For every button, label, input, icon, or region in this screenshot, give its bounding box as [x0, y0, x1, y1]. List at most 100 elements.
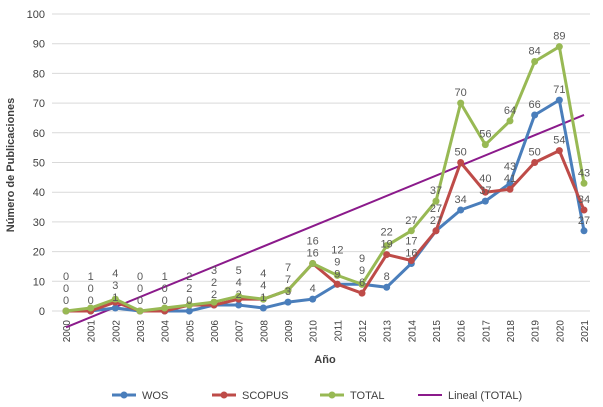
y-tick-label: 40 [33, 187, 45, 199]
data-label-scopus: 0 [88, 283, 94, 295]
x-tick-label: 2006 [210, 320, 221, 343]
x-tick-label: 2001 [87, 320, 98, 343]
data-label-total: 89 [553, 31, 565, 43]
data-label-wos: 34 [455, 194, 467, 206]
x-tick-label: 2005 [185, 320, 196, 343]
data-point-total [161, 304, 169, 312]
data-label-scopus: 16 [307, 247, 319, 259]
data-label-total: 27 [405, 215, 417, 227]
x-tick-label: 2008 [259, 320, 270, 343]
data-point-wos [506, 179, 514, 187]
data-point-wos [555, 96, 563, 104]
data-label-wos: 27 [430, 215, 442, 227]
x-tick-label: 2014 [407, 320, 418, 343]
y-tick-label: 50 [33, 158, 45, 170]
data-label-wos: 8 [384, 271, 390, 283]
legend-label: SCOPUS [242, 390, 288, 402]
data-label-wos: 9 [334, 268, 340, 280]
data-point-wos [580, 227, 588, 235]
x-tick-label: 2016 [457, 320, 468, 343]
data-label-wos: 0 [137, 295, 143, 307]
data-label-wos: 71 [553, 84, 565, 96]
data-point-scopus [506, 185, 514, 193]
data-point-scopus [407, 257, 415, 265]
data-label-total: 16 [307, 235, 319, 247]
data-point-total [358, 280, 366, 288]
data-point-scopus [580, 206, 588, 214]
data-label-wos: 0 [88, 295, 94, 307]
y-tick-label: 10 [33, 276, 45, 288]
data-label-scopus: 27 [430, 203, 442, 215]
x-tick-label: 2012 [358, 320, 369, 343]
data-label-scopus: 41 [504, 173, 516, 185]
data-label-scopus: 50 [455, 147, 467, 159]
data-point-total [136, 307, 144, 315]
data-point-total [531, 58, 539, 66]
data-label-total: 0 [137, 271, 143, 283]
data-point-scopus [432, 227, 440, 235]
data-label-scopus: 7 [285, 274, 291, 286]
data-point-wos [481, 197, 489, 205]
data-point-total [111, 295, 119, 303]
data-label-wos: 16 [405, 247, 417, 259]
data-label-wos: 0 [186, 295, 192, 307]
data-point-total [555, 43, 563, 51]
data-label-wos: 9 [359, 265, 365, 277]
y-tick-label: 80 [33, 68, 45, 80]
y-tick-label: 30 [33, 217, 45, 229]
data-label-wos: 1 [112, 292, 118, 304]
data-label-scopus: 3 [112, 280, 118, 292]
data-point-total [457, 99, 465, 107]
data-point-total [383, 242, 391, 250]
data-label-scopus: 2 [186, 283, 192, 295]
data-label-total: 43 [578, 167, 590, 179]
data-point-scopus [481, 188, 489, 196]
x-tick-label: 2000 [62, 320, 73, 343]
data-point-total [87, 304, 95, 312]
data-point-total [309, 259, 317, 267]
data-label-total: 4 [112, 268, 118, 280]
series-line-total [65, 45, 586, 313]
x-tick-label: 2019 [531, 320, 542, 343]
data-label-wos: 0 [162, 295, 168, 307]
data-point-total [481, 141, 489, 149]
data-label-total: 4 [260, 268, 266, 280]
data-label-scopus: 0 [162, 283, 168, 295]
data-label-scopus: 0 [63, 283, 69, 295]
data-point-scopus [333, 280, 341, 288]
data-label-scopus: 9 [334, 256, 340, 268]
data-label-wos: 3 [285, 286, 291, 298]
x-tick-label: 2010 [309, 320, 320, 343]
data-label-scopus: 17 [405, 235, 417, 247]
data-point-scopus [358, 289, 366, 297]
data-point-total [580, 179, 588, 187]
data-label-total: 12 [331, 244, 343, 256]
data-point-scopus [555, 147, 563, 155]
data-point-scopus [531, 159, 539, 166]
data-point-wos [235, 301, 243, 309]
data-point-total [259, 295, 267, 303]
data-label-scopus: 54 [553, 135, 565, 147]
legend-label: WOS [142, 390, 168, 402]
data-label-scopus: 2 [211, 277, 217, 289]
data-label-total: 3 [211, 265, 217, 277]
data-point-wos [309, 295, 317, 303]
data-point-wos [185, 307, 193, 315]
data-label-scopus: 6 [359, 277, 365, 289]
data-label-total: 7 [285, 262, 291, 274]
x-tick-label: 2017 [481, 320, 492, 343]
data-label-scopus: 19 [381, 239, 393, 251]
data-point-wos [111, 304, 119, 312]
data-point-wos [383, 283, 391, 291]
data-label-total: 70 [455, 87, 467, 99]
data-label-total: 22 [381, 227, 393, 239]
data-point-total [432, 197, 440, 205]
x-tick-label: 2021 [580, 320, 591, 343]
legend-marker [120, 391, 128, 399]
data-label-scopus: 4 [260, 280, 266, 292]
data-point-wos [284, 298, 292, 306]
data-point-scopus [383, 251, 391, 259]
data-label-total: 9 [359, 253, 365, 265]
x-tick-label: 2003 [136, 320, 147, 343]
